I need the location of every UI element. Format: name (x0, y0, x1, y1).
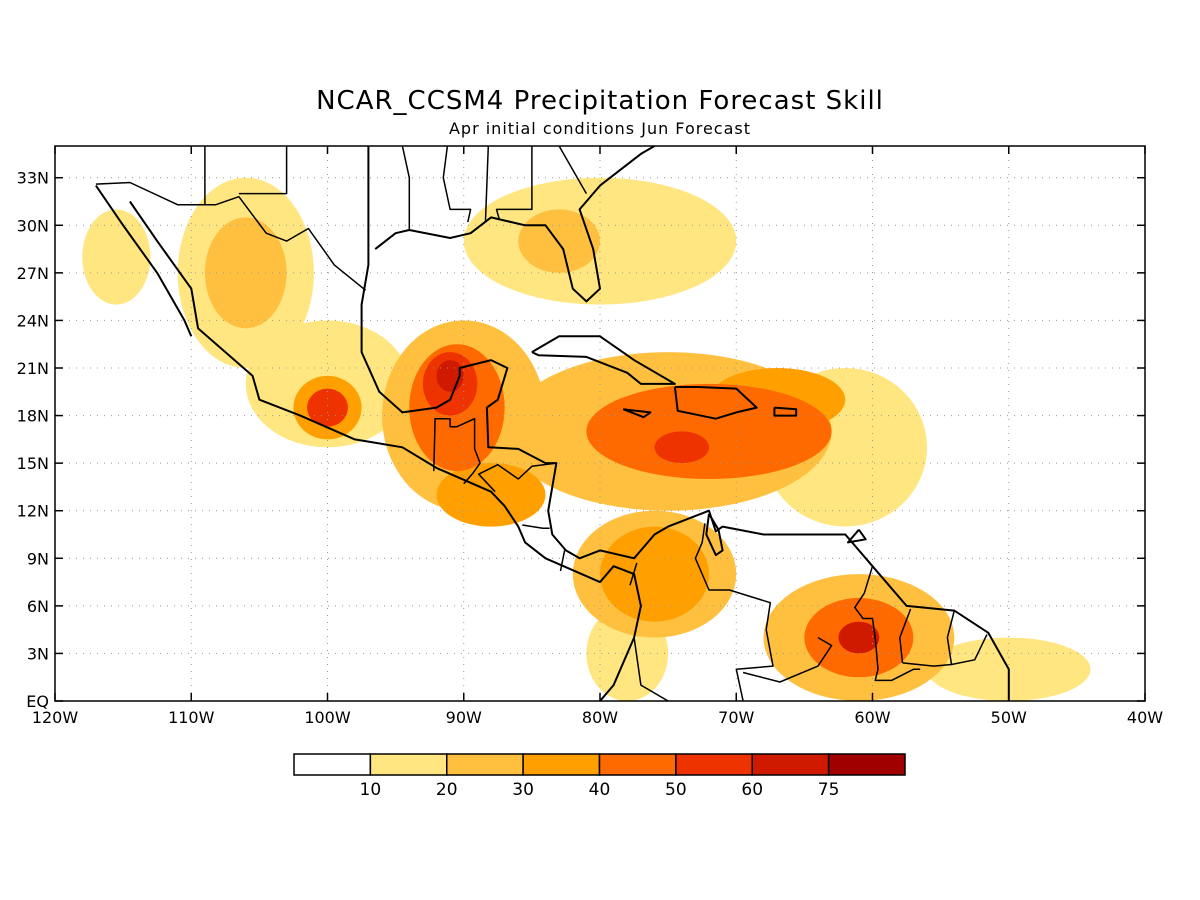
skill-region (204, 217, 287, 329)
lat-tick-label: 18N (17, 407, 49, 426)
gridlines (55, 146, 1145, 701)
colorbar-swatch (675, 753, 753, 776)
country-border (401, 146, 411, 230)
country-border (854, 565, 921, 682)
colorbar-swatch (598, 753, 677, 776)
coastline (374, 146, 656, 303)
lat-tick-label: 15N (17, 454, 49, 473)
coastline (531, 335, 676, 385)
skill-region (654, 431, 709, 464)
colorbar-label: 10 (360, 780, 382, 800)
lon-tick-label: 40W (1127, 708, 1163, 727)
country-border (238, 146, 288, 195)
lon-tick-label: 110W (168, 708, 215, 727)
coastline (673, 386, 758, 420)
country-border (463, 448, 481, 485)
colorbar-swatch (751, 753, 830, 776)
lon-tick-label: 70W (718, 708, 754, 727)
skill-region (82, 209, 151, 305)
country-border (484, 146, 490, 221)
latitude-axis: EQ 3N 6N 9N 12N 15N 18N 21N 24N 27N 30N 33N (17, 169, 1145, 711)
coastline (773, 406, 798, 417)
colorbar-label: 60 (741, 780, 763, 800)
coastline (622, 408, 652, 419)
lon-tick-label: 120W (32, 708, 79, 727)
country-border (629, 562, 638, 586)
skill-region (307, 388, 348, 427)
skill-region (518, 209, 600, 273)
country-border (694, 523, 774, 701)
coastline (129, 200, 642, 701)
country-border (558, 146, 588, 194)
colorbar-swatch (446, 753, 524, 776)
lat-tick-label: 12N (17, 502, 49, 521)
country-border (95, 181, 367, 291)
coastline (847, 529, 867, 544)
lat-tick-label: 24N (17, 311, 49, 330)
skill-region (436, 463, 546, 527)
lat-tick-label: 21N (17, 359, 49, 378)
colorbar: 10 20 30 40 50 60 75 (293, 753, 906, 800)
lat-tick-label: 33N (17, 169, 49, 188)
lat-tick-label: 27N (17, 264, 49, 283)
coastline (95, 185, 193, 337)
skill-region (838, 621, 880, 654)
country-border (495, 146, 533, 220)
country-border (442, 146, 472, 223)
lat-tick-label: 30N (17, 216, 49, 235)
lon-tick-label: 50W (991, 708, 1027, 727)
lon-tick-label: 100W (304, 708, 351, 727)
colorbar-label: 20 (436, 780, 458, 800)
lon-tick-label: 90W (446, 708, 482, 727)
country-border (742, 636, 833, 683)
lon-tick-label: 80W (582, 708, 618, 727)
longitude-axis: 120W 110W 100W 90W 80W 70W 60W 50W 40W (32, 146, 1163, 727)
country-border (951, 634, 988, 666)
country-border (477, 462, 557, 493)
colorbar-label: 75 (818, 780, 840, 800)
country-border (633, 637, 669, 701)
country-border (433, 417, 476, 472)
coastline (705, 513, 724, 557)
colorbar-swatch (827, 753, 906, 776)
lat-tick-label: 6N (27, 597, 49, 616)
skill-region (586, 383, 832, 479)
colorbar-label: 30 (512, 780, 534, 800)
coastline (360, 146, 1010, 701)
chart-subtitle: Apr initial conditions Jun Forecast (448, 119, 752, 138)
lon-tick-label: 60W (854, 708, 890, 727)
skill-region (600, 526, 709, 622)
colorbar-swatch (369, 753, 448, 776)
lat-tick-label: 3N (27, 644, 49, 663)
colorbar-swatch (293, 753, 372, 776)
borders-layer (95, 146, 988, 701)
country-border (559, 550, 566, 572)
lat-tick-label: EQ (26, 692, 49, 711)
country-border (522, 524, 550, 529)
colorbar-swatch (522, 753, 601, 776)
colorbar-label: 50 (665, 780, 687, 800)
lat-tick-label: 9N (27, 549, 49, 568)
chart-title: NCAR_CCSM4 Precipitation Forecast Skill (316, 86, 884, 116)
coastlines-layer (95, 146, 1010, 701)
country-border (899, 608, 912, 663)
colorbar-label: 40 (589, 780, 611, 800)
